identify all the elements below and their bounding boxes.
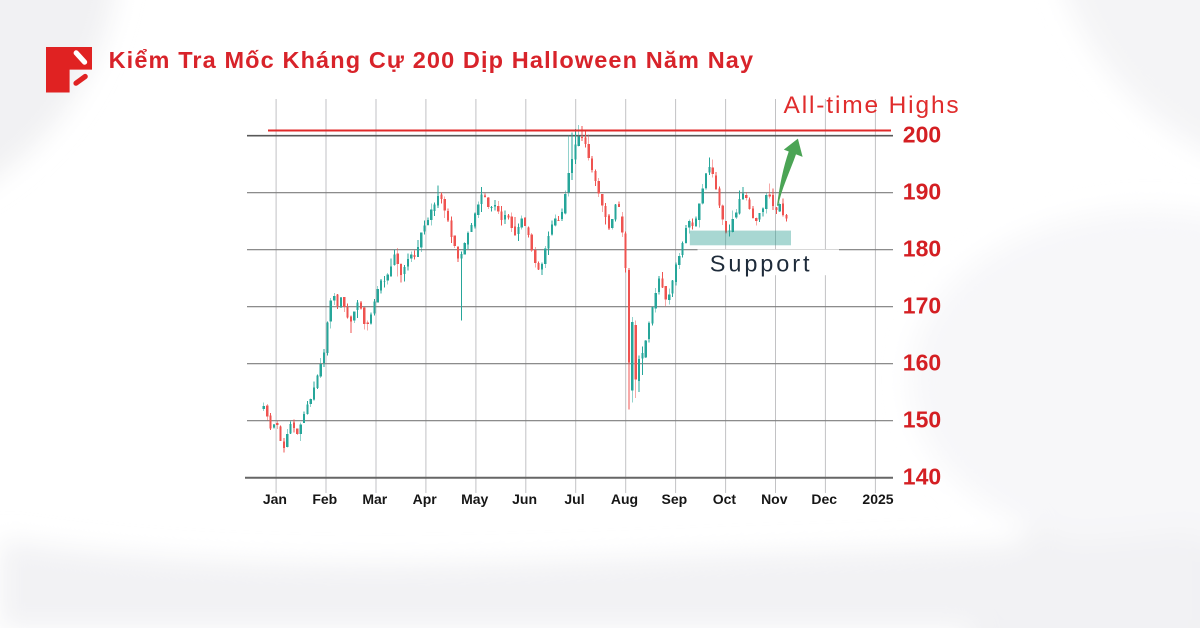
svg-text:All-time Highs: All-time Highs	[784, 92, 961, 119]
svg-text:Apr: Apr	[413, 491, 438, 507]
svg-text:Sep: Sep	[662, 491, 688, 507]
svg-text:May: May	[461, 491, 488, 507]
svg-text:Aug: Aug	[611, 491, 638, 507]
svg-text:190: 190	[903, 179, 941, 205]
svg-text:Mar: Mar	[362, 491, 387, 507]
svg-text:Feb: Feb	[312, 491, 337, 507]
svg-text:Kiểm Tra Mốc Kháng Cự 200 Dịp: Kiểm Tra Mốc Kháng Cự 200 Dịp Halloween …	[109, 47, 755, 73]
svg-text:Support: Support	[710, 251, 813, 277]
svg-text:2025: 2025	[862, 491, 893, 507]
svg-text:170: 170	[903, 293, 941, 319]
svg-text:200: 200	[903, 122, 941, 148]
svg-text:Jul: Jul	[564, 491, 584, 507]
svg-text:Oct: Oct	[713, 491, 737, 507]
svg-text:150: 150	[903, 407, 941, 433]
svg-text:140: 140	[903, 464, 941, 490]
svg-text:Jan: Jan	[263, 491, 287, 507]
svg-text:160: 160	[903, 350, 941, 376]
svg-text:Jun: Jun	[512, 491, 537, 507]
svg-text:180: 180	[903, 236, 941, 262]
svg-text:Nov: Nov	[761, 491, 788, 507]
svg-text:Dec: Dec	[811, 491, 837, 507]
